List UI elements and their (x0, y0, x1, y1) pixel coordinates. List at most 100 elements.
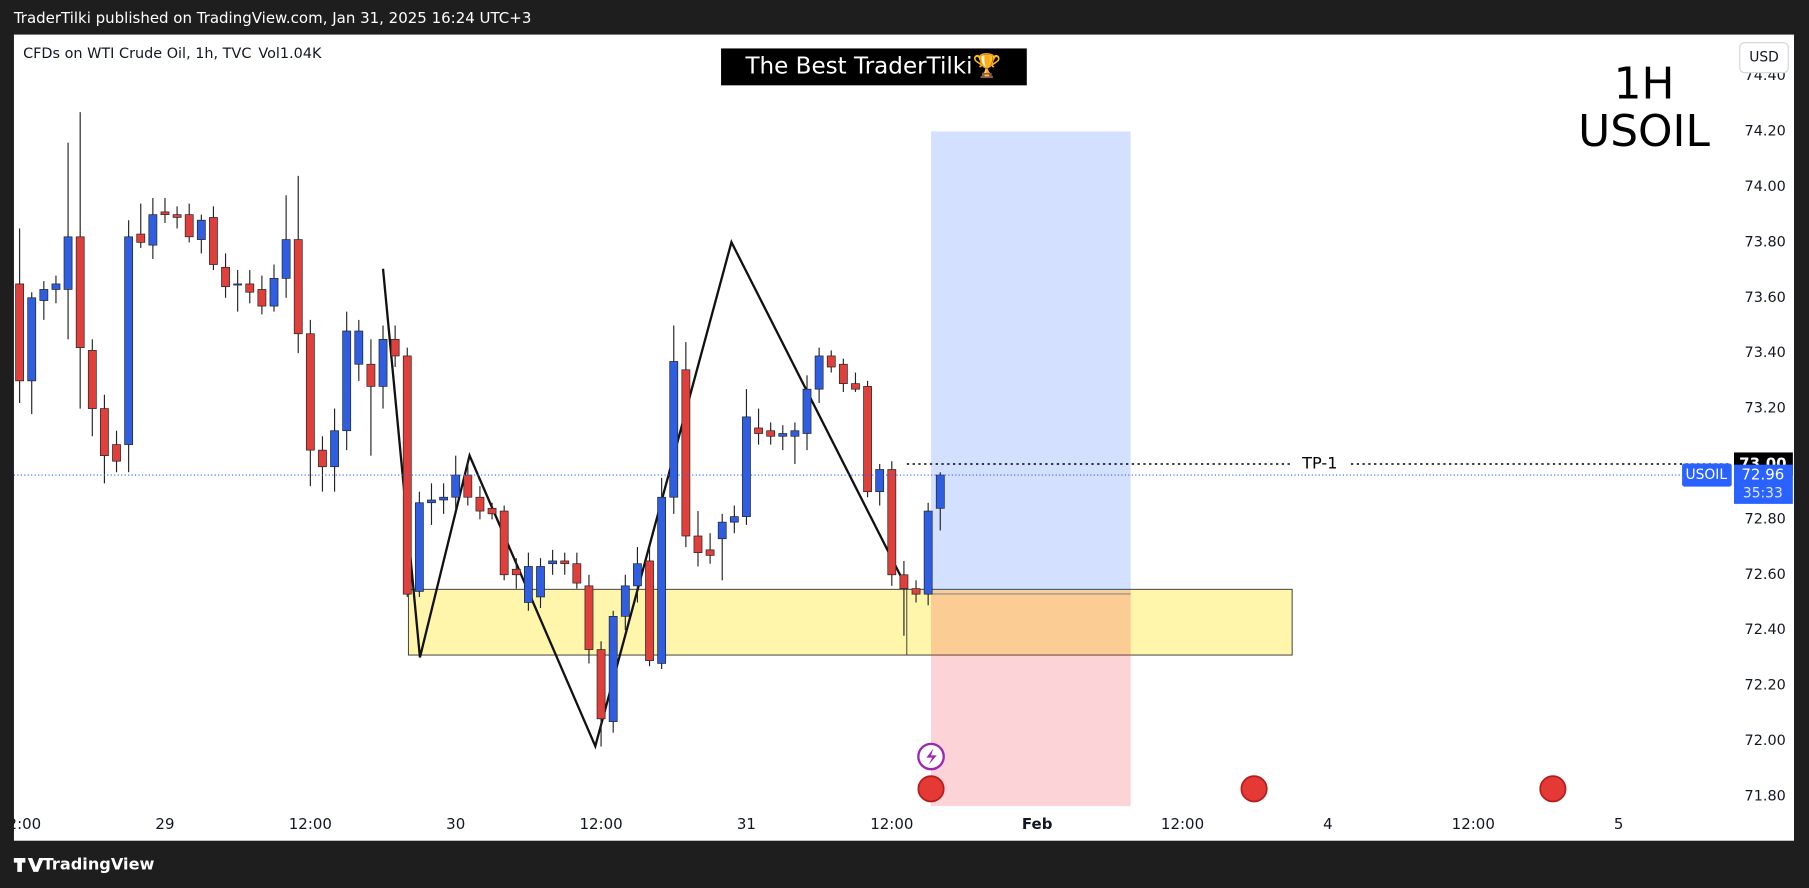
stop-area (931, 590, 1131, 807)
candle-body (572, 563, 582, 584)
plot: TP-1 (13, 112, 1731, 747)
candle-body (112, 444, 121, 462)
candle-body (899, 574, 909, 589)
demand-zone (407, 588, 1293, 656)
header: TraderTilki published on TradingView.com… (13, 9, 532, 27)
price-tag-label: 72.96 (1741, 466, 1784, 484)
candle-body (293, 239, 303, 335)
y-tick-label: 74.20 (1745, 124, 1786, 140)
candle-body (39, 289, 49, 301)
y-tick-label: 71.80 (1745, 788, 1786, 804)
candle-body (124, 236, 134, 445)
x-tick-label: 12:00 (870, 815, 913, 833)
candle-body (524, 566, 533, 603)
volume-value: 1.04K (280, 46, 322, 62)
candle-body (63, 236, 73, 290)
candle-body (184, 214, 194, 238)
candle-body (439, 496, 448, 501)
countdown: 35:33 (1743, 486, 1783, 502)
tv-logo (13, 858, 44, 872)
y-tick-label: 74.00 (1745, 179, 1786, 195)
candle-body (160, 211, 170, 216)
candle-body (633, 563, 642, 587)
candle-body (281, 239, 291, 279)
y-tick-label: 73.60 (1745, 290, 1786, 306)
x-tick-label: 5 (1614, 815, 1624, 833)
candle-body (596, 649, 606, 720)
candle-body (354, 330, 364, 365)
symbol-info-text: CFDs on WTI Crude Oil, 1h, TVC (23, 46, 251, 62)
symbol-tag (1682, 463, 1732, 487)
y-tick-label: 73.80 (1745, 234, 1786, 250)
candle-body (269, 278, 279, 307)
target-label: TP-1 (1301, 453, 1337, 472)
volume-label: Vol (258, 46, 280, 62)
y-tick-label: 73.20 (1745, 401, 1786, 417)
candle-body (148, 214, 158, 246)
candle-body (693, 535, 703, 553)
candle-body (717, 521, 727, 540)
candle-body (318, 449, 327, 468)
x-tick-label: 12:00 (1161, 815, 1204, 833)
candle-body (427, 499, 436, 504)
candle-body (923, 510, 933, 595)
x-tick-label: 12:00 (579, 815, 622, 833)
candle-body (87, 350, 97, 409)
x-tick-label: 31 (737, 815, 756, 833)
flag-icon (1240, 775, 1268, 803)
target-label-bg (1292, 453, 1348, 475)
candle-body (221, 266, 230, 288)
symbol: USOIL (1578, 106, 1710, 157)
y-tick-label: 72.60 (1745, 567, 1786, 583)
currency[interactable]: USD (1749, 50, 1779, 66)
candle-body (330, 430, 339, 468)
candle-body (935, 474, 945, 509)
drawings (381, 131, 1293, 807)
candle-body (51, 283, 61, 290)
candle-body (887, 469, 897, 576)
candle-body (487, 507, 497, 515)
candle-body (742, 416, 751, 517)
y-tick-label: 72.40 (1745, 622, 1786, 638)
candle-body (15, 283, 24, 382)
candle-body (778, 433, 788, 437)
x-tick-label: 4 (1323, 815, 1333, 833)
timeframe: 1H (1614, 58, 1675, 109)
x-tick-label: 30 (446, 815, 465, 833)
x-tick-label: 12:00 (1452, 815, 1495, 833)
candle-body (790, 430, 800, 437)
candle-body (536, 566, 545, 598)
candle-body (172, 214, 182, 218)
chart-area (13, 34, 1795, 841)
candle-body (657, 496, 667, 664)
y-tick-label: 72.20 (1745, 678, 1786, 694)
currency-button[interactable] (1739, 42, 1789, 74)
candle-body (560, 560, 570, 565)
candle-body (136, 233, 146, 243)
candle-body (305, 333, 315, 451)
candle-body (851, 383, 860, 390)
y-tick-label: 73.40 (1745, 345, 1786, 361)
candle-body (875, 469, 885, 493)
candle-body (402, 355, 412, 595)
candle-body (608, 615, 618, 722)
symbol-info: CFDs on WTI Crude Oil, 1h, TVC Vol1.04K (23, 46, 322, 62)
candle-body (814, 355, 824, 390)
candle-body (705, 549, 715, 556)
candle-body (620, 585, 630, 617)
candle-body (451, 474, 461, 498)
candle-body (584, 585, 594, 650)
candle-body (511, 568, 521, 576)
candle-body (826, 355, 836, 368)
candle-body (548, 560, 558, 565)
candle-body (209, 217, 218, 265)
price-tag (1734, 464, 1793, 504)
candle-body (766, 430, 776, 437)
candle-body (499, 510, 509, 576)
flag-icon (1539, 775, 1567, 803)
candle-body (366, 363, 376, 387)
profit-area (931, 131, 1131, 591)
candle-body (257, 289, 267, 307)
candle-body (645, 560, 654, 662)
